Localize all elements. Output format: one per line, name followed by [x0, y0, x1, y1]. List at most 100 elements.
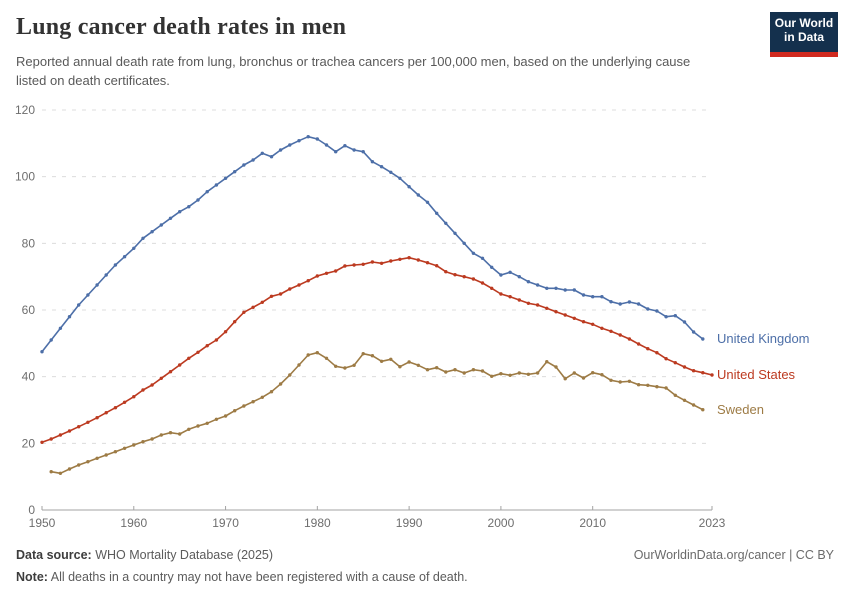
series-point	[618, 302, 622, 306]
series-point	[591, 322, 595, 326]
series-point	[444, 370, 448, 374]
series-point	[95, 283, 99, 287]
series-point	[655, 309, 659, 313]
series-point	[223, 414, 228, 418]
series-point	[526, 280, 531, 284]
series-point	[58, 433, 63, 437]
series-point	[673, 361, 677, 365]
series-point	[389, 170, 393, 174]
series-point	[618, 333, 622, 337]
series-point	[682, 320, 687, 324]
series-point	[315, 137, 319, 141]
series-point	[379, 261, 384, 265]
series-point	[673, 393, 677, 397]
y-axis-tick-60: 60	[22, 303, 36, 317]
y-axis-tick-40: 40	[22, 370, 36, 384]
series-point	[554, 310, 558, 314]
series-point	[214, 417, 219, 421]
x-axis-tick-1980: 1980	[304, 516, 331, 530]
series-point	[609, 378, 613, 382]
series-point	[251, 305, 255, 309]
series-point	[618, 380, 622, 384]
note-label: Note:	[16, 570, 48, 584]
series-point	[471, 277, 476, 281]
series-point	[499, 292, 503, 296]
series-point	[196, 198, 200, 202]
y-axis-tick-20: 20	[22, 436, 36, 450]
series-point	[58, 326, 63, 330]
series-point	[563, 377, 567, 381]
series-point	[49, 470, 53, 474]
series-point	[214, 338, 219, 342]
series-point	[416, 363, 420, 367]
owid-logo[interactable]: Our World in Data	[770, 12, 838, 57]
series-point	[664, 315, 668, 319]
series-point	[379, 359, 384, 363]
y-axis-tick-120: 120	[15, 103, 35, 117]
series-point	[471, 368, 476, 372]
series-point	[701, 371, 705, 375]
series-point	[77, 425, 81, 429]
series-point	[462, 241, 466, 245]
series-point	[627, 300, 632, 304]
series-point	[113, 450, 118, 454]
series-point	[508, 270, 512, 274]
x-axis-tick-2000: 2000	[488, 516, 515, 530]
series-point	[306, 353, 310, 357]
series-point	[95, 456, 99, 460]
data-source-label: Data source:	[16, 548, 92, 562]
series-point	[682, 398, 687, 402]
series-point	[425, 368, 430, 372]
legend-label-united-states[interactable]: United States	[717, 367, 796, 382]
series-point	[490, 265, 494, 269]
series-point	[122, 400, 127, 404]
series-point	[435, 366, 439, 370]
series-point	[233, 170, 237, 174]
legend-label-united-kingdom[interactable]: United Kingdom	[717, 331, 810, 346]
series-point	[324, 356, 329, 360]
series-point	[398, 257, 402, 261]
series-point	[77, 463, 81, 467]
series-point	[710, 373, 714, 377]
series-point	[315, 351, 319, 355]
series-point	[297, 363, 301, 367]
series-point	[627, 337, 632, 341]
series-point	[159, 433, 163, 437]
series-point	[462, 371, 466, 375]
series-point	[673, 314, 677, 318]
x-axis-tick-1990: 1990	[396, 516, 423, 530]
series-point	[572, 316, 576, 320]
series-point	[370, 260, 375, 264]
x-axis-tick-1950: 1950	[29, 516, 56, 530]
series-point	[389, 357, 393, 361]
series-point	[435, 211, 439, 215]
series-point	[453, 368, 457, 372]
series-point	[600, 373, 604, 377]
series-point	[159, 376, 163, 380]
series-point	[517, 298, 521, 302]
series-point	[480, 256, 485, 260]
series-point	[278, 382, 283, 386]
series-point	[627, 379, 632, 383]
legend-label-sweden[interactable]: Sweden	[717, 401, 764, 417]
series-point	[196, 350, 200, 354]
series-point	[233, 320, 237, 324]
series-point	[67, 467, 72, 471]
series-point	[132, 395, 136, 399]
series-point	[242, 163, 246, 167]
series-point	[572, 288, 576, 292]
note-value: All deaths in a country may not have bee…	[47, 570, 468, 584]
series-point	[398, 176, 402, 180]
owid-link[interactable]: OurWorldinData.org/cancer | CC BY	[633, 548, 834, 562]
series-point	[278, 292, 283, 296]
series-point	[636, 342, 641, 346]
series-point	[361, 352, 365, 356]
x-axis-tick-2010: 2010	[579, 516, 606, 530]
series-point	[636, 383, 641, 387]
series-point	[205, 344, 209, 348]
series-point	[113, 406, 118, 410]
series-point	[691, 330, 696, 334]
series-point	[260, 300, 264, 304]
data-source-line: Data source: WHO Mortality Database (202…	[16, 548, 273, 562]
